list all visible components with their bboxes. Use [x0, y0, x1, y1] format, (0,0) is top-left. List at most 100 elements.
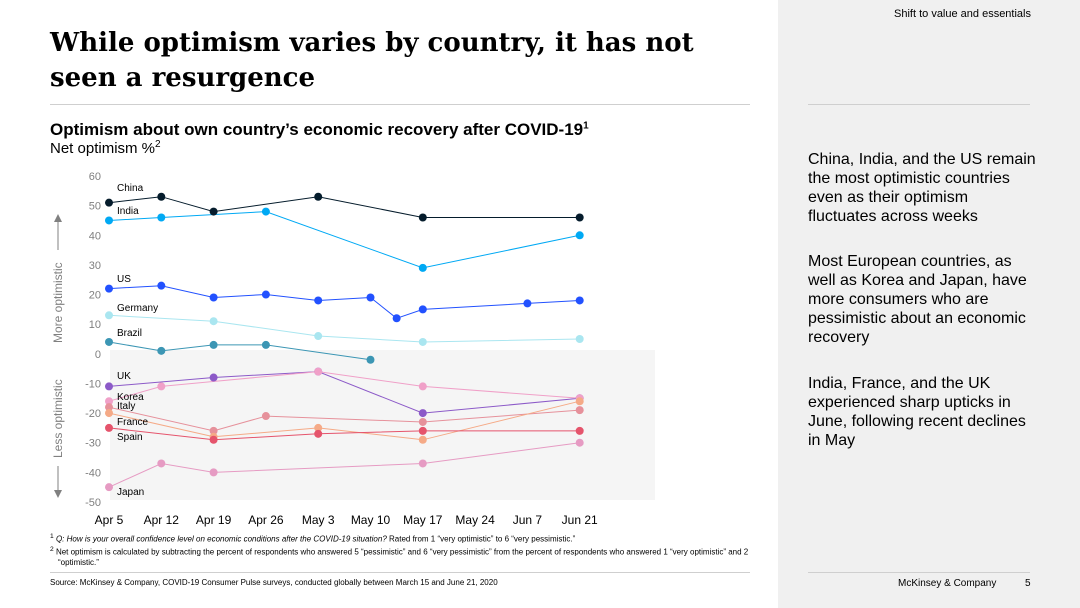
section-label: Shift to value and essentials — [894, 8, 1031, 20]
chart-subtitle-footnote-ref: 2 — [155, 139, 161, 150]
chart-title-text: Optimism about own country’s economic re… — [50, 120, 584, 139]
x-axis-ticks: Apr 5 Apr 12 Apr 19 Apr 26 May 3 May 10 May 17… — [95, 513, 598, 527]
x-tick-label: Jun 21 — [562, 513, 598, 527]
footnote-2-number: 2 — [50, 546, 54, 554]
footnote-2: 2 Net optimism is calculated by subtract… — [50, 545, 760, 569]
x-tick-label: Jun 7 — [513, 513, 543, 527]
data-point-brazil — [157, 346, 166, 355]
y-tick-label: -40 — [85, 467, 101, 479]
data-point-japan — [418, 459, 427, 468]
data-point-spain — [105, 423, 113, 432]
series-line-china — [108, 196, 580, 218]
series-label-brazil: Brazil — [117, 328, 142, 339]
chart-subtitle: Net optimism %2 — [50, 139, 161, 157]
x-tick-label: May 10 — [351, 513, 391, 527]
data-point-germany — [575, 335, 584, 343]
series-label-france: France — [117, 417, 149, 428]
data-point-us — [157, 281, 166, 290]
y-axis-ticks: 60 50 40 30 20 10 0 -10 -20 -30 -40 -50 — [85, 171, 101, 509]
data-point-us — [575, 296, 584, 305]
data-point-china — [418, 213, 427, 222]
x-tick-label: Apr 26 — [248, 513, 284, 527]
data-point-korea — [157, 382, 166, 391]
y-tick-label: 40 — [89, 230, 101, 242]
data-point-brazil — [209, 340, 218, 349]
series-label-italy: Italy — [117, 401, 135, 412]
negative-zone-background — [110, 350, 655, 500]
insight-2-text: Most European countries, as well as Kore… — [808, 253, 1027, 346]
footnote-1: 1 Q: How is your overall confidence leve… — [50, 532, 760, 545]
sidebar-panel — [778, 0, 1080, 608]
data-point-us — [418, 305, 427, 314]
source-note: Source: McKinsey & Company, COVID-19 Con… — [50, 578, 498, 587]
data-point-japan — [575, 438, 584, 447]
series-label-spain: Spain — [117, 432, 143, 443]
data-point-brazil — [366, 355, 375, 364]
series-label-uk: UK — [117, 371, 131, 382]
x-tick-label: May 24 — [455, 513, 495, 527]
data-point-china — [209, 207, 218, 216]
page-title: While optimism varies by country, it has… — [50, 28, 694, 93]
insight-1-text: China, India, and the US remain the most… — [808, 151, 1036, 225]
data-point-us — [105, 284, 113, 293]
footnote-1-number: 1 — [50, 533, 54, 540]
data-point-us — [392, 314, 401, 323]
data-point-france — [314, 423, 323, 432]
y-tick-label: 20 — [89, 290, 101, 302]
less-optimistic-label: Less optimistic — [51, 379, 65, 458]
data-point-us — [523, 299, 532, 308]
title-divider — [50, 104, 750, 105]
data-point-italy — [261, 412, 270, 421]
up-arrow-icon — [54, 214, 62, 222]
y-tick-label: 30 — [89, 260, 101, 272]
y-tick-label: 10 — [89, 319, 101, 331]
data-point-france — [575, 397, 584, 406]
footnotes: 1 Q: How is your overall confidence leve… — [50, 532, 760, 569]
data-point-us — [314, 296, 323, 305]
series-label-korea: Korea — [117, 392, 144, 403]
data-point-india — [157, 213, 166, 222]
series-label-germany: Germany — [117, 303, 158, 314]
data-point-india — [105, 216, 113, 225]
data-point-china — [105, 198, 113, 207]
data-point-spain — [418, 426, 427, 435]
axis-side-indicators: More optimistic Less optimistic — [51, 214, 65, 498]
data-point-brazil — [105, 337, 113, 346]
data-point-china — [314, 192, 323, 201]
data-point-china — [157, 192, 166, 201]
data-point-uk — [105, 382, 113, 391]
y-tick-label: 0 — [95, 349, 101, 361]
series-points — [105, 192, 584, 492]
data-point-italy — [418, 417, 427, 426]
down-arrow-icon — [54, 490, 62, 498]
footer-divider — [50, 572, 750, 573]
sidebar-divider — [808, 104, 1030, 105]
y-tick-label: 50 — [89, 201, 101, 213]
footnote-2-text: Net optimism is calculated by subtractin… — [55, 547, 749, 568]
series-line-germany — [108, 314, 580, 343]
insight-1: China, India, and the US remain the most… — [808, 150, 1040, 226]
x-tick-label: Apr 12 — [144, 513, 180, 527]
series-line-us — [108, 285, 580, 319]
y-tick-label: -30 — [85, 438, 101, 450]
footnote-1-question: Q: How is your overall confidence level … — [55, 534, 387, 544]
page-number: 5 — [1025, 578, 1031, 589]
chart-title: Optimism about own country’s economic re… — [50, 120, 589, 140]
data-point-india — [418, 263, 427, 272]
series-label-us: US — [117, 274, 131, 285]
x-tick-label: May 3 — [302, 513, 335, 527]
x-tick-label: Apr 5 — [95, 513, 124, 527]
sidebar-footer-divider — [808, 572, 1030, 573]
data-point-india — [575, 231, 584, 240]
y-tick-label: -50 — [85, 497, 101, 509]
data-point-spain — [314, 429, 323, 438]
insight-3: India, France, and the UK experienced sh… — [808, 374, 1040, 450]
x-tick-label: Apr 19 — [196, 513, 232, 527]
data-point-china — [575, 213, 584, 222]
data-point-germany — [314, 332, 323, 341]
series-label-india: India — [117, 206, 139, 217]
more-optimistic-label: More optimistic — [51, 262, 65, 343]
series-line-india — [108, 211, 580, 269]
data-point-france — [105, 409, 113, 418]
